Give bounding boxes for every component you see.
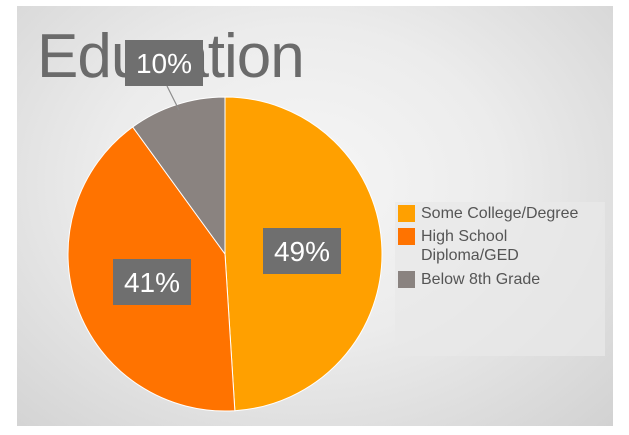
data-label-some-college-degree: 49% xyxy=(263,228,341,274)
chart-legend: Some College/Degree High School Diploma/… xyxy=(395,202,605,356)
slide: Education 49%41%10% Some College/Degree … xyxy=(17,6,613,426)
legend-label-some-college: Some College/Degree xyxy=(421,205,579,222)
legend-label-below-8th: Below 8th Grade xyxy=(421,271,541,288)
data-label-text: 49% xyxy=(274,236,330,267)
data-label-text: 41% xyxy=(124,267,180,298)
legend-swatch-below-8th xyxy=(398,271,415,288)
pie-chart: 49% 41% 10% xyxy=(67,40,383,412)
legend-item-high-school: High School Diploma/GED xyxy=(398,227,601,265)
data-label-box xyxy=(125,40,203,86)
legend-label-high-school: High School Diploma/GED xyxy=(421,228,519,264)
data-label-box xyxy=(263,228,341,274)
legend-item-some-college: Some College/Degree xyxy=(398,204,601,223)
data-label-text: 10% xyxy=(136,48,192,79)
data-label-box xyxy=(113,259,191,305)
data-label-below-8th-grade: 10% xyxy=(125,40,203,86)
legend-swatch-high-school xyxy=(398,228,415,245)
data-label-high-school-diploma-ged: 41% xyxy=(113,259,191,305)
legend-swatch-some-college xyxy=(398,205,415,222)
legend-item-below-8th: Below 8th Grade xyxy=(398,270,601,289)
leader-line-below-8th-grade xyxy=(166,85,180,111)
